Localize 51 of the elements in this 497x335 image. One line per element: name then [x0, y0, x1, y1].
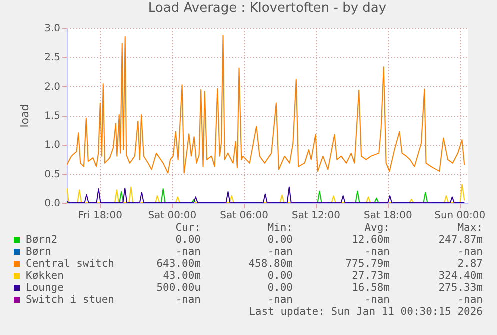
x-tick-label: Sun 00:00 — [434, 210, 486, 222]
text: 324.40m — [438, 270, 483, 282]
text: 458.80m — [248, 258, 293, 270]
text: 16.58m — [352, 282, 390, 294]
legend-label: Switch i stuen — [26, 294, 115, 306]
legend-label: Børn — [26, 246, 52, 258]
chart-title: Load Average : Klovertoften - by day — [148, 1, 387, 16]
x-tick-label: Sat 18:00 — [364, 210, 412, 222]
text: -nan — [268, 294, 293, 306]
y-tick-label: 2.0 — [44, 82, 60, 93]
legend-label: Central switch — [26, 258, 115, 270]
x-tick-label: Sat 06:00 — [220, 210, 269, 222]
text: -nan — [176, 246, 201, 258]
x-tick-label: Sat 00:00 — [148, 210, 197, 222]
text: Last update: Sun Jan 11 00:30:15 2026 — [249, 306, 483, 318]
text: 643.00m — [156, 258, 201, 270]
text: 2.87 — [458, 258, 483, 270]
text: 27.73m — [352, 270, 390, 282]
text: -nan — [364, 294, 390, 306]
text: -nan — [458, 246, 483, 258]
y-tick-label: 1.0 — [44, 140, 60, 152]
legend-label: Børn2 — [26, 234, 58, 246]
text: -nan — [176, 294, 201, 306]
y-tick-label: 1.5 — [44, 111, 60, 122]
text: 12.60m — [352, 234, 390, 246]
text: 0.00 — [268, 270, 293, 282]
legend-label: Lounge — [26, 282, 64, 294]
y-tick-label: 0.0 — [44, 198, 60, 210]
line-series — [67, 35, 466, 174]
text: 0.00 — [268, 234, 293, 246]
text: Avg: — [364, 222, 390, 234]
legend-label: Køkken — [26, 270, 64, 282]
text: 0.00 — [176, 234, 201, 246]
text: 247.87m — [438, 234, 483, 246]
y-tick-label: 2.5 — [44, 52, 60, 64]
x-tick-label: Sat 12:00 — [292, 210, 340, 222]
text: -nan — [364, 246, 390, 258]
text: -nan — [268, 246, 293, 258]
text: Min: — [268, 222, 293, 234]
text: 275.33m — [438, 282, 483, 294]
x-tick-label: Fri 18:00 — [78, 210, 122, 222]
text: 500.00u — [156, 282, 201, 294]
text: -nan — [458, 294, 483, 306]
text: 43.00m — [163, 270, 201, 282]
y-tick-label: 3.0 — [44, 24, 60, 34]
y-tick-label: 0.5 — [44, 169, 60, 180]
text: 775.79m — [346, 258, 390, 270]
text: 0.00 — [268, 282, 293, 294]
text: Max: — [458, 222, 483, 234]
y-axis-title: load — [18, 104, 32, 128]
text: Cur: — [176, 222, 201, 234]
